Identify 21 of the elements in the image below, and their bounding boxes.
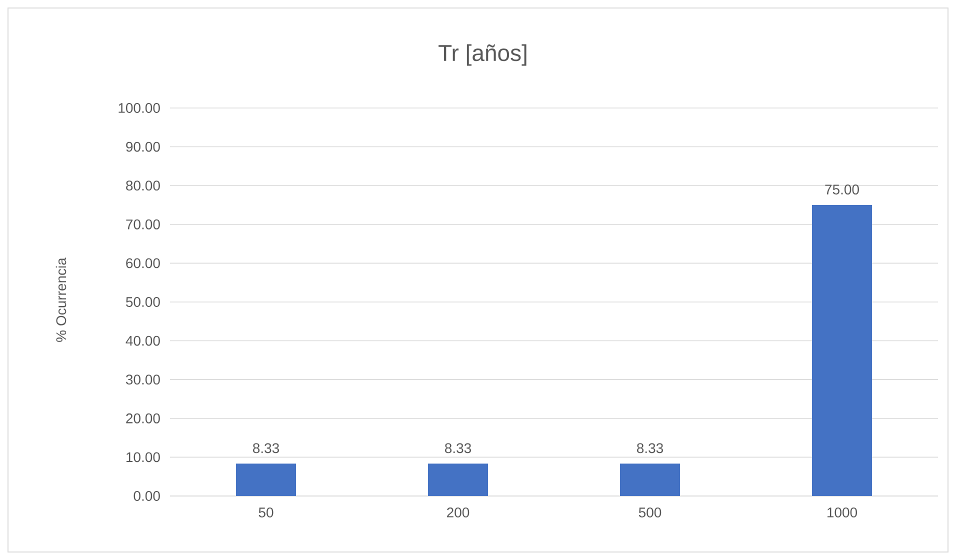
- y-tick-label: 100.00: [118, 103, 160, 113]
- y-axis-title: % Ocurrencia: [56, 258, 66, 342]
- y-tick-label: 10.00: [126, 452, 160, 462]
- y-tick-label: 80.00: [126, 180, 160, 191]
- x-tick-label: 1000: [827, 508, 858, 518]
- y-tick-label: 0.00: [134, 491, 160, 501]
- data-label: 8.33: [636, 443, 664, 454]
- y-tick-label: 70.00: [126, 219, 160, 230]
- y-tick-label: 20.00: [126, 413, 160, 424]
- x-tick-label: 500: [638, 508, 662, 518]
- x-tick-label: 50: [258, 508, 274, 518]
- chart-title: Tr [años]: [438, 44, 526, 66]
- data-label: 8.33: [444, 443, 472, 454]
- x-tick-label: 200: [447, 508, 470, 518]
- y-tick-label: 50.00: [126, 297, 160, 307]
- data-label: 8.33: [252, 443, 280, 454]
- data-label: 75.00: [825, 184, 859, 194]
- y-tick-label: 90.00: [126, 142, 160, 152]
- y-tick-label: 60.00: [126, 258, 160, 268]
- y-tick-label: 30.00: [126, 374, 160, 385]
- y-tick-label: 40.00: [126, 336, 160, 346]
